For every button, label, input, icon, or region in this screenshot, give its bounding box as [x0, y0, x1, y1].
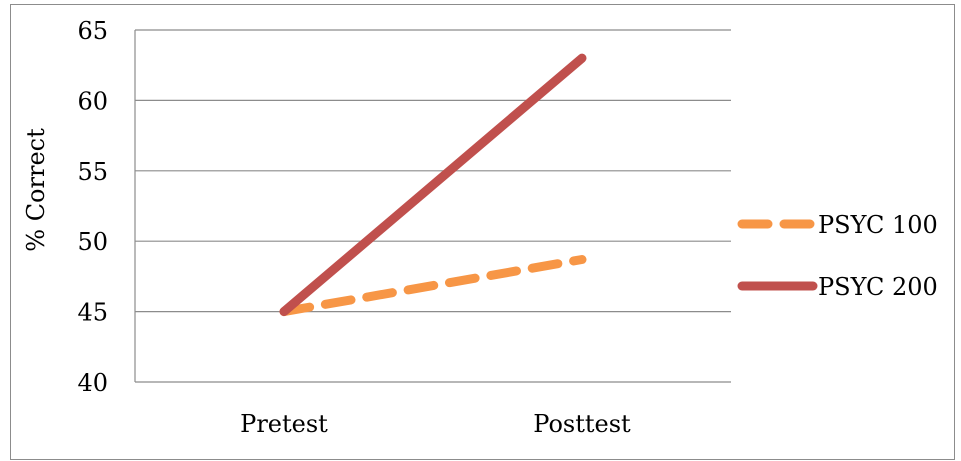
- series-line-0: [279, 255, 587, 317]
- y-tick-label: 40: [77, 369, 108, 397]
- legend: PSYC 100 PSYC 200: [737, 211, 938, 301]
- x-category-label: Pretest: [240, 410, 328, 438]
- axes: [134, 30, 731, 383]
- gridlines: [135, 29, 731, 313]
- legend-label: PSYC 100: [818, 211, 938, 239]
- y-tick-label: 50: [77, 228, 108, 256]
- chart-frame: [10, 4, 955, 460]
- x-category-labels: Pretest Posttest: [240, 410, 631, 438]
- y-tick-label: 60: [77, 87, 108, 115]
- legend-label: PSYC 200: [818, 273, 938, 301]
- y-tick-labels: 40 45 50 55 60 65: [77, 17, 108, 397]
- y-tick-label: 45: [77, 299, 108, 327]
- series-lines: [279, 53, 587, 317]
- series-line-1: [279, 53, 587, 317]
- y-axis-label: % Correct: [22, 128, 50, 252]
- y-tick-label: 65: [77, 17, 108, 45]
- x-category-label: Posttest: [533, 410, 631, 438]
- y-tick-label: 55: [77, 158, 108, 186]
